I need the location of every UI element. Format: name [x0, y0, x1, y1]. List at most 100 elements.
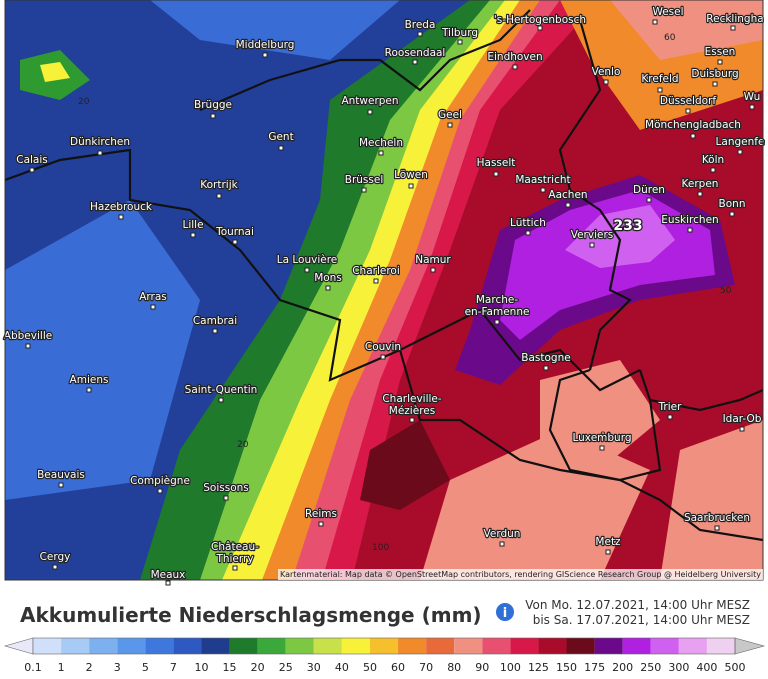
city-dot [589, 242, 595, 248]
city-dot [729, 211, 735, 217]
period-start: Von Mo. 12.07.2021, 14:00 Uhr MESZ [525, 598, 750, 612]
city-label: Düsseldorf [660, 95, 716, 107]
colorbar-segment [454, 638, 483, 654]
colorbar-segment [285, 638, 314, 654]
city-dot [378, 150, 384, 156]
info-icon[interactable] [496, 603, 514, 621]
colorbar-tick-label: 80 [447, 661, 461, 674]
colorbar-tick-label: 15 [223, 661, 237, 674]
city-dot [605, 549, 611, 555]
colorbar-tick-label: 30 [307, 661, 321, 674]
rain-area [610, 0, 763, 60]
city-label: Lüttich [510, 217, 546, 229]
colorbar-tick-label: 250 [640, 661, 661, 674]
city-label: Mons [314, 272, 342, 284]
colorbar-segment [341, 638, 370, 654]
city-dot [304, 267, 310, 273]
colorbar-segment [566, 638, 595, 654]
city-dot [232, 239, 238, 245]
city-label: Beauvais [37, 469, 85, 481]
rain-area [40, 62, 70, 82]
city-label: Charleville- [382, 393, 442, 405]
colorbar: 0.1 1 2 3 5 7 10 15 20 25 30 40 50 60 70 80 90 100 125 150 1… [3, 637, 766, 674]
city-dot [212, 328, 218, 334]
colorbar-tick-label: 125 [528, 661, 549, 674]
attribution: Kartenmaterial: Map data © OpenStreetMap… [280, 570, 761, 579]
colorbar-segment [426, 638, 455, 654]
city-dot [223, 495, 229, 501]
city-label: Soissons [203, 482, 249, 494]
rain-area [565, 205, 675, 268]
city-label: Brügge [194, 99, 232, 111]
city-dot [667, 414, 673, 420]
city-label: Venlo [592, 66, 621, 78]
city-dot [58, 482, 64, 488]
city-dot [86, 387, 92, 393]
city-dot [493, 171, 499, 177]
max-label: 233 [613, 218, 642, 234]
colorbar-segment [33, 638, 62, 654]
city-dot [430, 267, 436, 273]
city-dot [218, 397, 224, 403]
city-label: Euskirchen [661, 214, 718, 226]
city-label: Saint-Quentin [185, 384, 258, 396]
colorbar-segment [89, 638, 118, 654]
city-dot [717, 59, 723, 65]
city-dot [447, 122, 453, 128]
city-dot [525, 230, 531, 236]
contour-label: 20 [237, 440, 249, 450]
colorbar-tick-label: 5 [142, 661, 149, 674]
contour-label: 20 [78, 97, 90, 107]
city-label: Meaux [151, 569, 186, 581]
city-label: Tilburg [441, 27, 478, 39]
city-label: Essen [705, 46, 736, 58]
city-label: Tournai [215, 226, 254, 238]
city-label: Brüssel [345, 174, 384, 186]
city-dot [687, 227, 693, 233]
city-label: Cergy [40, 551, 71, 563]
colorbar-tick-label: 300 [668, 661, 689, 674]
border [649, 388, 764, 412]
city-label: Calais [16, 154, 48, 166]
city-label: Hasselt [477, 157, 516, 169]
rain-area [540, 360, 660, 470]
colorbar-tick-label: 40 [335, 661, 349, 674]
city-dot [737, 149, 743, 155]
colorbar-tick-label: 70 [419, 661, 433, 674]
rain-area [150, 0, 400, 60]
rain-area [660, 420, 763, 580]
city-dot [710, 167, 716, 173]
city-label: Dünkirchen [70, 136, 130, 148]
city-dot [52, 564, 58, 570]
city-label: Marche- [476, 294, 518, 306]
city-label: Maastricht [515, 174, 570, 186]
city-dot [537, 25, 543, 31]
city-label: Lille [182, 219, 203, 231]
colorbar-tick-label: 500 [725, 661, 746, 674]
info-icon-glyph[interactable]: i [503, 606, 507, 621]
city-label: Geel [438, 109, 462, 121]
city-label: Breda [405, 19, 436, 31]
city-dot [417, 31, 423, 37]
city-dot [29, 167, 35, 173]
city-dot [543, 365, 549, 371]
colorbar-tick-label: 20 [251, 661, 265, 674]
city-label: Gent [268, 131, 293, 143]
city-label: Mecheln [359, 137, 403, 149]
city-dot [657, 87, 663, 93]
colorbar-outline [32, 637, 736, 655]
city-dot [499, 541, 505, 547]
borders [4, 9, 764, 542]
colorbar-segment [706, 638, 735, 654]
border [398, 349, 764, 542]
colorbar-tick-label: 60 [391, 661, 405, 674]
colorbar-segment [229, 638, 258, 654]
colorbar-segment [482, 638, 511, 654]
city-label: Metz [595, 536, 621, 548]
city-dot [380, 354, 386, 360]
city-dot [25, 343, 31, 349]
city-dot [646, 197, 652, 203]
city-dot [118, 214, 124, 220]
city-label: Hazebrouck [90, 201, 153, 213]
colorbar-tick-label: 25 [279, 661, 293, 674]
